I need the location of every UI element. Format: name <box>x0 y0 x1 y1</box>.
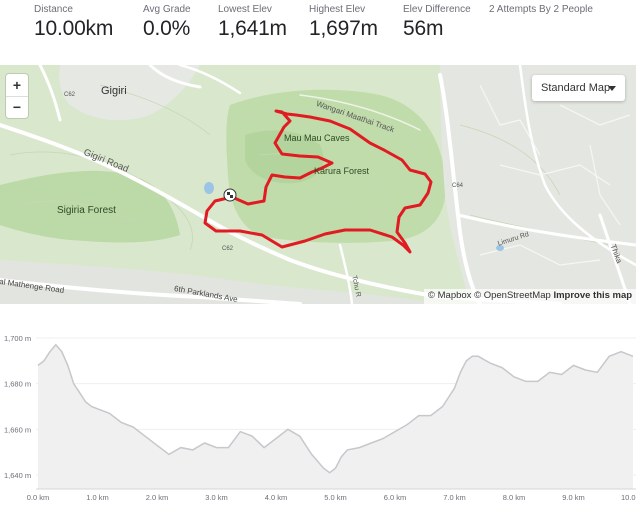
elevation-area <box>38 344 633 489</box>
elevation-profile-chart[interactable]: 1,700 m 1,680 m 1,660 m 1,640 m 0.0 km 1.0 k… <box>0 330 636 506</box>
map-style-label: Standard Map <box>541 82 611 94</box>
map-label: C62 <box>222 246 234 252</box>
map-zoom-controls: + − <box>6 74 28 118</box>
stat-value: 1,641m <box>218 17 287 40</box>
x-tick-label: 2.0 km <box>146 493 169 502</box>
stat-value: 10.00km <box>34 17 114 40</box>
stat-label: Highest Elev <box>309 4 366 15</box>
map-label: Gigiri <box>101 85 127 97</box>
stat-lowest-elev: Lowest Elev 1,641m <box>218 4 287 41</box>
x-tick-label: 10.0 <box>621 493 636 502</box>
stat-value: 0.0% <box>143 17 191 40</box>
stat-label: Avg Grade <box>143 4 191 15</box>
map-label: Karura Forest <box>314 166 370 176</box>
map-label: C62 <box>64 92 76 98</box>
x-tick-label: 4.0 km <box>265 493 288 502</box>
x-tick-label: 8.0 km <box>503 493 526 502</box>
map-label: Sigiria Forest <box>57 205 116 216</box>
stat-value: 1,697m <box>309 17 378 40</box>
stat-label: Lowest Elev <box>218 4 272 15</box>
y-tick-label: 1,640 m <box>4 471 31 480</box>
zoom-in-button[interactable]: + <box>12 77 22 93</box>
y-tick-label: 1,660 m <box>4 425 31 434</box>
segment-map[interactable]: Gigiri C62 Gigiri Road Sigiria Forest Ma… <box>0 65 636 304</box>
y-tick-label: 1,700 m <box>4 334 31 343</box>
improve-map-link[interactable]: Improve this map <box>553 290 633 301</box>
x-tick-label: 1.0 km <box>86 493 109 502</box>
mapbox-attribution-link[interactable]: © Mapbox <box>428 290 472 301</box>
stat-elev-difference: Elev Difference 56m <box>403 4 471 41</box>
x-tick-label: 6.0 km <box>384 493 407 502</box>
chevron-down-icon <box>608 86 616 91</box>
stat-value: 56m <box>403 17 444 40</box>
map-label: Mau Mau Caves <box>284 133 350 143</box>
start-finish-flag-icon <box>223 188 237 202</box>
segment-route <box>203 109 433 254</box>
x-tick-label: 3.0 km <box>205 493 228 502</box>
stat-distance: Distance 10.00km <box>34 4 113 41</box>
stat-highest-elev: Highest Elev 1,697m <box>309 4 378 41</box>
y-tick-label: 1,680 m <box>4 380 31 389</box>
map-label: C64 <box>452 183 464 189</box>
x-tick-label: 0.0 km <box>27 493 50 502</box>
elevation-line <box>37 343 634 474</box>
map-attribution: © Mapbox © OpenStreetMap Improve this ma… <box>424 289 636 305</box>
segment-stats: Distance 10.00km Avg Grade 0.0% Lowest E… <box>0 0 636 64</box>
attempts-count[interactable]: 2 Attempts By 2 People <box>489 4 593 15</box>
x-tick-label: 9.0 km <box>562 493 585 502</box>
x-tick-label: 7.0 km <box>443 493 466 502</box>
x-tick-label: 5.0 km <box>324 493 347 502</box>
zoom-out-button[interactable]: − <box>6 96 28 118</box>
map-canvas[interactable] <box>0 65 636 304</box>
osm-attribution-link[interactable]: © OpenStreetMap <box>474 290 551 301</box>
map-style-selector[interactable]: Standard Map <box>532 75 625 101</box>
stat-label: Distance <box>34 4 73 15</box>
stat-avg-grade: Avg Grade 0.0% <box>143 4 191 41</box>
stat-label: Elev Difference <box>403 4 471 15</box>
